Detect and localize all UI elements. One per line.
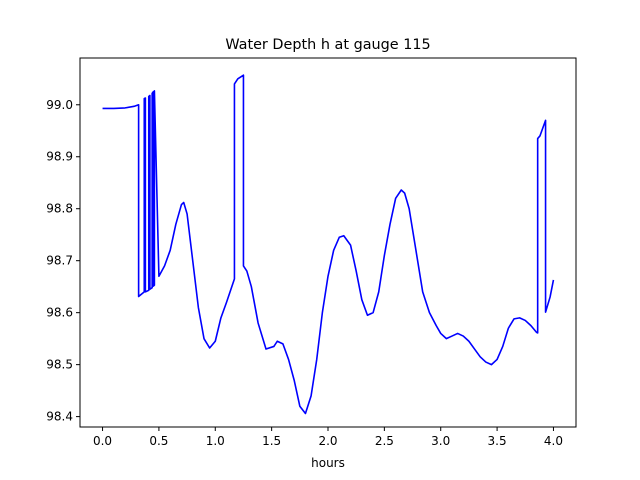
- y-tick-label: 98.8: [46, 202, 73, 216]
- x-tick-label: 3.5: [488, 434, 507, 448]
- y-tick-label: 98.7: [46, 254, 73, 268]
- y-tick-label: 99.0: [46, 98, 73, 112]
- x-tick-label: 2.0: [318, 434, 337, 448]
- x-tick-label: 1.0: [206, 434, 225, 448]
- x-tick-label: 0.0: [93, 434, 112, 448]
- x-tick-label: 0.5: [149, 434, 168, 448]
- y-tick-label: 98.4: [46, 410, 73, 424]
- x-tick-label: 2.5: [375, 434, 394, 448]
- x-tick-label: 4.0: [544, 434, 563, 448]
- y-tick-label: 98.5: [46, 358, 73, 372]
- x-tick-label: 3.0: [431, 434, 450, 448]
- x-axis-label: hours: [311, 456, 345, 470]
- water-depth-line: [102, 74, 555, 415]
- y-axis: 98.4 98.5 98.6 98.7 98.8 98.9 99.0: [46, 98, 80, 424]
- x-tick-label: 1.5: [262, 434, 281, 448]
- y-tick-label: 98.6: [46, 306, 73, 320]
- chart-title: Water Depth h at gauge 115: [225, 37, 430, 53]
- y-tick-label: 98.9: [46, 150, 73, 164]
- x-axis: 0.0 0.5 1.0 1.5 2.0 2.5 3.0 3.5 4.0: [93, 427, 563, 448]
- series-layer: [102, 74, 555, 415]
